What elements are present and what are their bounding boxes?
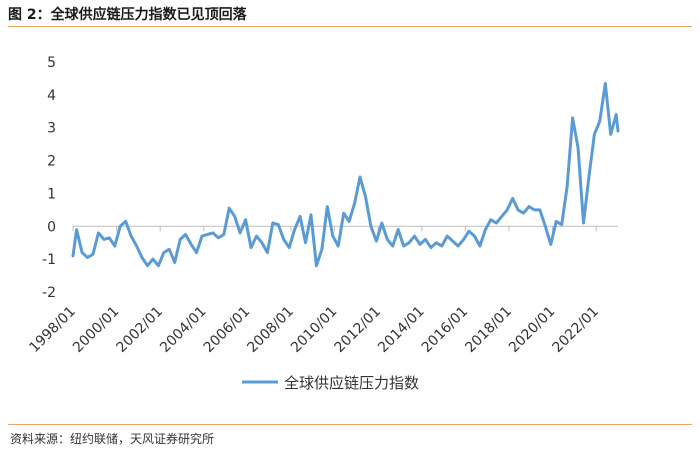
x-tick-label: 2002/01 — [114, 304, 166, 356]
y-axis: 5 4 3 2 1 0 -1 -2 — [42, 55, 56, 301]
x-tick-label: 2004/01 — [157, 304, 209, 356]
x-tick-label: 2012/01 — [332, 304, 384, 356]
y-tick-label: 0 — [47, 219, 56, 235]
y-tick-label: 2 — [47, 154, 56, 170]
series-layer — [71, 81, 620, 268]
y-tick-label: 4 — [47, 88, 56, 104]
series-line — [71, 81, 620, 268]
x-tick-label: 2006/01 — [201, 304, 253, 356]
x-tick-label: 2018/01 — [462, 304, 514, 356]
footer-divider — [8, 424, 692, 425]
x-tick-label: 2000/01 — [70, 304, 122, 356]
y-tick-label: 5 — [47, 55, 56, 71]
y-tick-label: 1 — [47, 186, 56, 202]
x-tick-label: 1998/01 — [26, 304, 78, 356]
x-tick-label: 2008/01 — [244, 304, 296, 356]
x-tick-label: 2010/01 — [288, 304, 340, 356]
y-tick-label: -1 — [42, 252, 56, 268]
title-divider — [8, 26, 692, 27]
x-tick-label: 2016/01 — [419, 304, 471, 356]
legend-label: 全球供应链压力指数 — [284, 374, 419, 392]
source-note: 资料来源：纽约联储，天风证券研究所 — [10, 432, 215, 446]
x-tick-label: 2014/01 — [375, 304, 427, 356]
y-tick-label: 3 — [47, 121, 56, 137]
figure-title: 图 2：全球供应链压力指数已见顶回落 — [8, 7, 247, 23]
x-tick-label: 2020/01 — [506, 304, 558, 356]
x-tick-label: 2022/01 — [550, 304, 602, 356]
y-tick-label: -2 — [42, 285, 56, 301]
legend: 全球供应链压力指数 — [242, 374, 419, 392]
